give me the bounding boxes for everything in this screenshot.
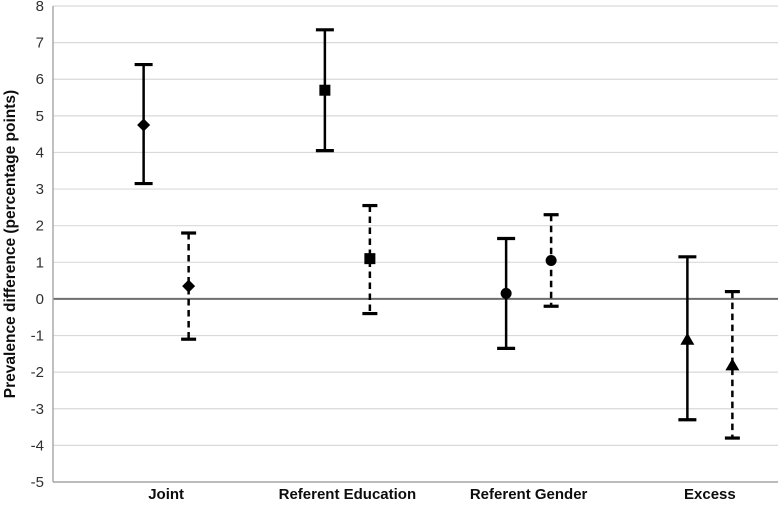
- y-tick-label: 6: [36, 71, 44, 88]
- y-tick-label: 7: [36, 35, 44, 52]
- error-bar-solid-interval: [315, 28, 334, 153]
- y-tick-label: -4: [31, 437, 44, 454]
- category-label: Joint: [148, 486, 184, 503]
- square-marker: [364, 253, 376, 265]
- triangle-marker: [725, 358, 740, 371]
- y-tick-label: -3: [31, 401, 44, 418]
- y-tick-label: -1: [31, 328, 44, 345]
- y-tick-label: 0: [36, 291, 44, 308]
- error-bar-dashed-interval: [543, 213, 559, 308]
- triangle-marker: [680, 332, 695, 345]
- error-bar-dashed-interval: [724, 290, 740, 440]
- category-label: Referent Gender: [470, 486, 588, 503]
- square-marker: [319, 84, 331, 96]
- y-tick-label: -5: [31, 474, 44, 491]
- y-tick-label: 3: [36, 181, 44, 198]
- category-label: Referent Education: [279, 486, 417, 503]
- diamond-marker: [182, 279, 196, 293]
- series-layer: [134, 28, 740, 440]
- error-bar-solid-interval: [678, 255, 697, 422]
- diamond-marker: [137, 118, 151, 132]
- y-tick-label: 8: [36, 0, 44, 15]
- y-tick-label: 4: [36, 144, 44, 161]
- label-layer: 8 7 6 5 4 3 2 1 0 -1 -2 -3 -4 -5 Joint Referent Educati…: [31, 0, 736, 503]
- y-tick-label: 5: [36, 108, 44, 125]
- circle-marker: [545, 254, 557, 266]
- circle-marker: [500, 287, 512, 299]
- grid-layer: [53, 5, 778, 483]
- y-tick-label: 1: [36, 254, 44, 271]
- error-bar-solid-interval: [134, 62, 153, 186]
- y-axis-title: Prevalence difference (percentage points…: [2, 90, 19, 398]
- error-bar-solid-interval: [497, 236, 516, 350]
- y-tick-label: -2: [31, 364, 44, 381]
- error-bar-dashed-interval: [181, 231, 197, 341]
- y-tick-label: 2: [36, 218, 44, 235]
- category-label: Excess: [684, 486, 736, 503]
- error-bar-dashed-interval: [362, 203, 378, 316]
